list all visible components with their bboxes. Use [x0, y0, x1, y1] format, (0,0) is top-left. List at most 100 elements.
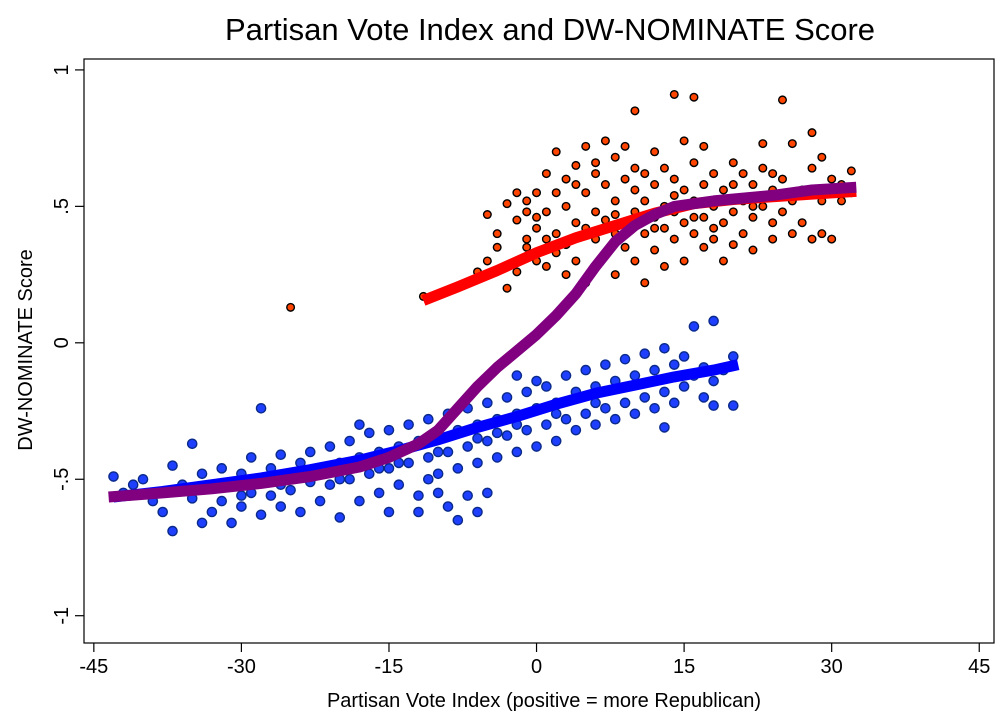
republican-point: [492, 242, 502, 252]
democrat-point: [678, 351, 690, 362]
republican-point: [482, 256, 492, 266]
democrat-point: [255, 509, 267, 521]
republican-point: [699, 212, 709, 222]
x-tick-label: 15: [673, 656, 695, 678]
democrat-point: [314, 495, 326, 507]
republican-point: [571, 160, 581, 170]
democrat-point: [668, 359, 680, 370]
republican-point: [650, 223, 660, 233]
democrat-point: [196, 517, 208, 529]
democrat-point: [560, 413, 572, 425]
republican-point: [768, 234, 778, 244]
republican-point: [728, 180, 738, 190]
democrat-point: [236, 490, 247, 501]
democrat-point: [590, 419, 601, 430]
republican-point: [512, 215, 522, 225]
democrat-point: [236, 501, 247, 512]
republican-point: [522, 234, 532, 244]
republican-point: [728, 240, 738, 250]
democrat-point: [423, 413, 434, 425]
democrat-point: [354, 419, 365, 430]
republican-point: [837, 196, 847, 206]
republican-point: [728, 207, 738, 217]
republican-point: [581, 141, 591, 151]
republican-point: [571, 180, 581, 190]
democrat-point: [413, 506, 424, 518]
plot-frame: [83, 58, 995, 644]
democrat-point: [432, 468, 444, 480]
democrat-point: [393, 479, 405, 491]
republican-point: [512, 267, 522, 277]
republican-point: [689, 158, 699, 168]
republican-point: [482, 210, 492, 220]
republican-point: [591, 158, 601, 168]
democrat-point: [383, 506, 395, 518]
democrat-point: [216, 495, 228, 507]
republican-point: [522, 242, 532, 252]
republican-point: [718, 218, 728, 228]
republican-point: [777, 207, 787, 217]
republican-point: [807, 163, 817, 173]
democrat-point: [206, 506, 218, 518]
democrat-point: [432, 446, 444, 458]
democrat-point: [708, 400, 719, 411]
democrat-point: [472, 506, 483, 518]
democrat-point: [659, 342, 670, 354]
democrat-point: [698, 392, 710, 403]
republican-point: [807, 128, 817, 138]
x-tick-label: -45: [79, 656, 108, 678]
democrat-point: [285, 484, 296, 496]
democrat-point: [344, 435, 355, 447]
democrat-point: [482, 435, 493, 447]
republican-point: [532, 212, 542, 222]
republican-point: [768, 218, 778, 228]
republican-point: [630, 256, 640, 266]
democrat-point: [383, 463, 395, 474]
republican-point: [541, 207, 551, 217]
democrat-point: [541, 419, 552, 430]
democrat-point: [629, 370, 641, 381]
democrat-point: [511, 370, 523, 381]
democrat-point: [580, 408, 592, 420]
democrat-point: [275, 501, 287, 512]
republican-point: [777, 95, 787, 105]
democrat-point: [167, 460, 178, 471]
democrat-point: [186, 438, 198, 450]
democrat-point: [245, 452, 257, 463]
x-tick-label: 30: [821, 656, 843, 678]
democrat-point: [629, 408, 641, 420]
republican-point: [797, 218, 807, 228]
republican-point: [581, 188, 591, 198]
democrat-point: [649, 403, 660, 414]
republican-point: [709, 223, 719, 233]
republican-point: [679, 218, 689, 228]
republican-point: [610, 196, 620, 206]
republican-point: [817, 152, 827, 162]
republican-point: [787, 229, 797, 239]
democrat-point: [678, 381, 690, 392]
republican-point: [512, 188, 522, 198]
republican-point: [650, 180, 660, 190]
republican-point: [699, 141, 709, 151]
republican-point: [610, 210, 620, 220]
democrat-point: [275, 449, 287, 461]
democrat-point: [403, 419, 414, 430]
democrat-point: [521, 386, 533, 398]
democrat-point: [452, 514, 464, 526]
x-tick-label: 0: [531, 656, 542, 678]
democrat-point: [304, 446, 316, 458]
democrat-point: [580, 364, 592, 376]
democrat-point: [482, 487, 493, 499]
democrat-point: [619, 353, 631, 365]
democrat-point: [600, 359, 611, 370]
republican-point: [630, 106, 640, 116]
republican-point: [718, 185, 728, 195]
republican-point: [679, 185, 689, 195]
democrat-point: [600, 403, 611, 414]
democrat-point: [482, 397, 493, 409]
republican-point: [709, 169, 719, 179]
republican-point: [620, 242, 630, 252]
democrat-point: [708, 375, 719, 387]
republican-point: [591, 207, 601, 217]
democrat-point: [334, 512, 346, 523]
